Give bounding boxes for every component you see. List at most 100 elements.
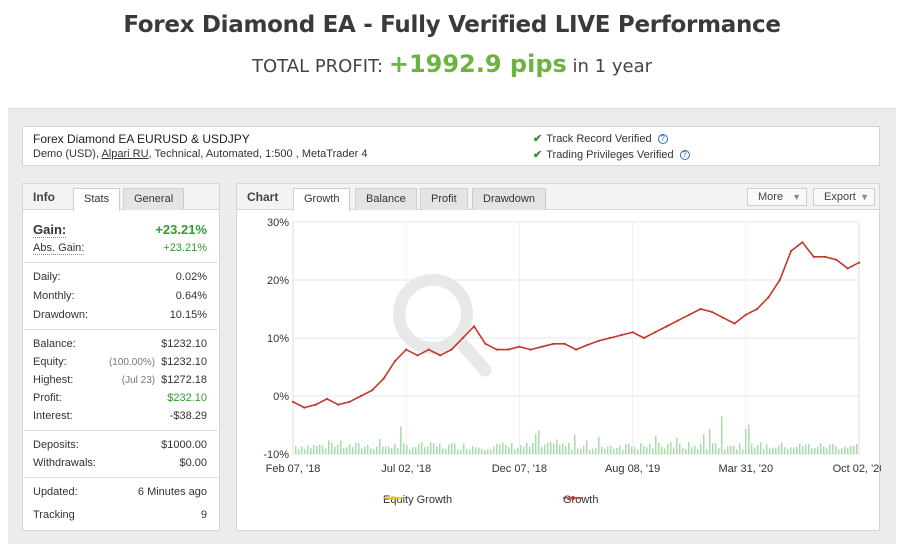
- volume-bar: [748, 424, 750, 454]
- highest-date: (Jul 23): [121, 375, 156, 386]
- volume-bar: [457, 449, 459, 454]
- volume-bar: [367, 444, 369, 454]
- volume-bar: [658, 442, 660, 454]
- volume-bar: [592, 448, 594, 454]
- tab-balance[interactable]: Balance: [355, 188, 417, 210]
- growth-data-point: [337, 403, 340, 406]
- volume-bar: [727, 446, 729, 454]
- volume-bar: [364, 446, 366, 454]
- info-title: Info: [33, 190, 55, 204]
- volume-bar: [424, 447, 426, 454]
- interest-value: -$38.29: [169, 410, 207, 422]
- volume-bar: [613, 448, 615, 454]
- volume-bar: [340, 440, 342, 454]
- tracking-value: 9: [200, 509, 207, 521]
- volume-bar: [394, 444, 396, 454]
- tab-profit[interactable]: Profit: [420, 188, 468, 210]
- growth-data-point: [699, 307, 702, 311]
- volume-bar: [571, 449, 573, 454]
- help-icon[interactable]: ?: [679, 150, 690, 161]
- growth-data-point: [416, 354, 419, 357]
- volume-bar: [679, 443, 681, 454]
- legend-growth[interactable]: Growth: [563, 494, 598, 506]
- volume-bar: [298, 449, 300, 454]
- growth-data-point: [574, 348, 578, 351]
- growth-data-point: [439, 354, 442, 357]
- volume-bar: [760, 442, 762, 454]
- volume-bar: [721, 416, 723, 454]
- legend-equity-swatch: [383, 496, 403, 500]
- divider: [24, 262, 218, 263]
- volume-bar: [706, 449, 708, 454]
- growth-data-point: [733, 322, 736, 325]
- growth-data-point: [835, 258, 838, 261]
- equity-label: Equity:: [33, 356, 67, 368]
- volume-bar: [382, 446, 384, 454]
- export-dropdown[interactable]: Export ▼: [813, 188, 875, 206]
- growth-chart[interactable]: 30% 20% 10% 0% -10% Feb 07, '18 Jul 02, '18 Dec…: [237, 184, 881, 532]
- volume-bar: [508, 447, 510, 454]
- growth-data-point: [348, 400, 351, 403]
- volume-bar: [691, 447, 693, 454]
- legend-equity-growth[interactable]: Equity Growth: [383, 494, 452, 506]
- volume-bar: [640, 443, 642, 454]
- volume-bar: [478, 447, 480, 454]
- volume-bar: [739, 443, 741, 454]
- tab-drawdown[interactable]: Drawdown: [472, 188, 546, 210]
- volume-bar: [853, 445, 855, 454]
- page-title: Forex Diamond EA - Fully Verified LIVE P…: [123, 12, 781, 38]
- volume-bar: [358, 442, 360, 454]
- volume-bar: [664, 448, 666, 454]
- volume-bar: [757, 444, 759, 454]
- x-tick-label: Oct 02, '20: [833, 463, 881, 475]
- volume-bar: [577, 448, 579, 454]
- trading-privileges-verified: ✔ Trading Privileges Verified?: [533, 148, 690, 161]
- volume-bar: [301, 446, 303, 454]
- volume-bar: [649, 444, 651, 454]
- broker-link[interactable]: Alpari RU: [101, 148, 149, 160]
- volume-bar: [685, 448, 687, 454]
- volume-bar: [430, 442, 432, 454]
- abs-gain-value: +23.21%: [163, 242, 207, 254]
- tab-growth[interactable]: Growth: [293, 188, 351, 211]
- volume-bar: [349, 443, 351, 454]
- track-record-verified: ✔ Track Record Verified?: [533, 132, 668, 145]
- volume-bar: [517, 447, 519, 454]
- volume-bar: [433, 443, 435, 454]
- volume-bar: [427, 446, 429, 454]
- more-label: More: [758, 191, 784, 203]
- volume-bar: [316, 446, 318, 454]
- volume-bar: [529, 446, 531, 454]
- checkmark-icon: ✔: [533, 133, 543, 145]
- x-tick-label: Dec 07, '18: [492, 463, 547, 475]
- volume-bar: [814, 447, 816, 454]
- volume-bar: [442, 447, 444, 454]
- volume-bar: [565, 445, 567, 454]
- growth-data-point: [371, 389, 374, 392]
- profit-value: $232.10: [167, 392, 207, 404]
- growth-data-point: [676, 319, 679, 322]
- volume-bar: [850, 446, 852, 454]
- help-icon[interactable]: ?: [657, 134, 668, 145]
- volume-bar: [805, 444, 807, 454]
- withdrawals-value: $0.00: [179, 457, 207, 469]
- drawdown-value: 10.15%: [169, 309, 207, 321]
- tab-general[interactable]: General: [123, 188, 185, 210]
- volume-bar: [775, 447, 777, 454]
- volume-bar: [763, 448, 765, 454]
- volume-bar: [670, 442, 672, 454]
- account-type: Demo (USD),: [33, 148, 100, 160]
- growth-data-point: [303, 406, 306, 409]
- chart-tabbar: Chart Growth Balance Profit Drawdown Mor…: [237, 184, 879, 211]
- volume-bar: [790, 447, 792, 454]
- volume-bar: [376, 446, 378, 454]
- chart-title: Chart: [247, 190, 279, 204]
- highest-label: Highest:: [33, 374, 74, 386]
- tab-stats[interactable]: Stats: [73, 188, 121, 211]
- volume-bar: [769, 448, 771, 454]
- volume-bar: [412, 447, 414, 454]
- volume-bar: [646, 447, 648, 454]
- more-dropdown[interactable]: More ▼: [747, 188, 807, 206]
- volume-bar: [379, 438, 381, 454]
- volume-bar: [559, 444, 561, 454]
